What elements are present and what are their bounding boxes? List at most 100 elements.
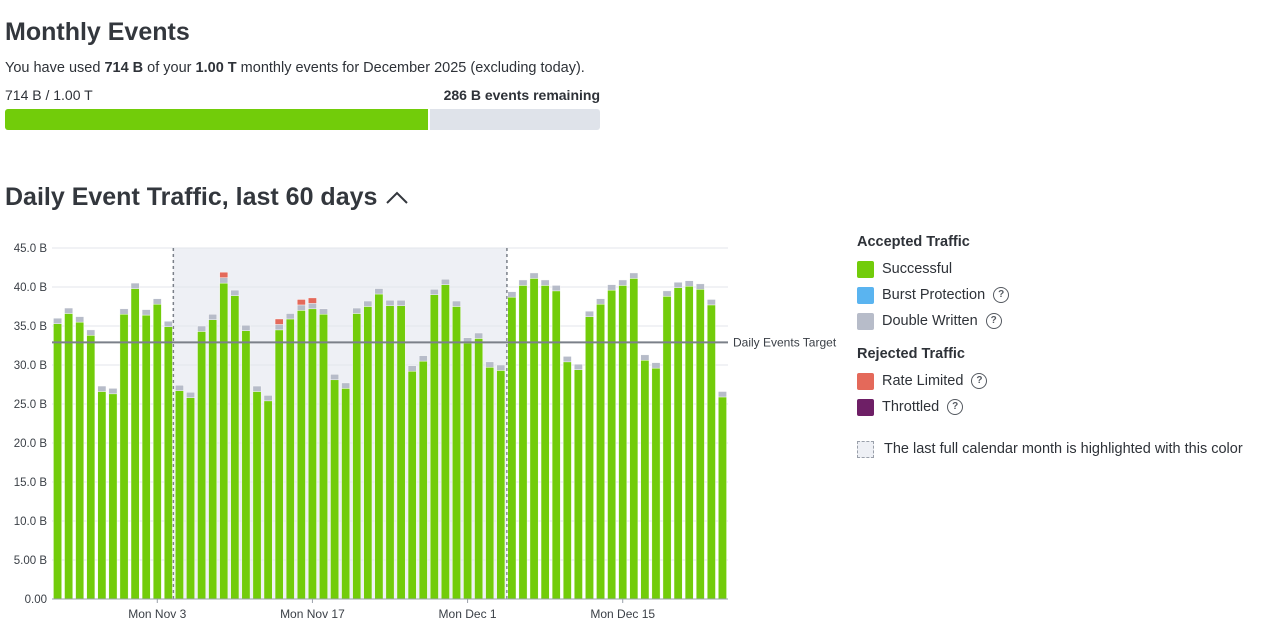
- bar-successful: [452, 306, 461, 600]
- bar-successful: [130, 288, 140, 600]
- y-tick-label: 5.00 B: [14, 555, 48, 567]
- legend-accepted-heading: Accepted Traffic: [857, 234, 970, 250]
- legend-label-rate-limited: Rate Limited: [882, 373, 964, 389]
- legend-item-double-written[interactable]: Double Written ?: [857, 308, 1267, 334]
- bar-successful: [529, 278, 539, 600]
- bar-successful: [485, 367, 495, 600]
- question-circle-icon[interactable]: ?: [971, 373, 988, 389]
- legend-label-burst-protection: Burst Protection: [882, 287, 986, 303]
- monthly-events-title: Monthly Events: [5, 18, 190, 46]
- bar-successful: [308, 308, 317, 600]
- bar-double-written: [430, 289, 439, 296]
- monthly-usage-progress-bar: [5, 109, 600, 130]
- bar-double-written: [496, 364, 506, 371]
- limit-amount: 1.00 T: [195, 60, 237, 76]
- bar-double-written: [230, 289, 240, 296]
- bar-successful: [396, 305, 406, 600]
- bar-double-written: [197, 325, 206, 332]
- bar-successful: [319, 314, 328, 600]
- bar-successful: [463, 342, 472, 600]
- bar-successful: [186, 397, 195, 600]
- bar-successful: [208, 319, 217, 600]
- bar-double-written: [607, 284, 616, 291]
- bar-double-written: [385, 300, 395, 306]
- y-tick-label: 35.0 B: [14, 321, 48, 333]
- bar-successful: [563, 361, 572, 600]
- bar-double-written: [252, 385, 262, 392]
- y-tick-label: 40.0 B: [14, 282, 48, 294]
- bar-rate-limited: [297, 299, 306, 306]
- bar-successful: [496, 370, 506, 600]
- bar-successful: [385, 305, 395, 600]
- question-circle-icon[interactable]: ?: [985, 313, 1002, 329]
- used-amount: 714 B: [104, 60, 144, 76]
- bar-double-written: [418, 355, 428, 362]
- bar-double-written: [263, 395, 273, 402]
- bar-double-written: [208, 314, 217, 320]
- bar-double-written: [529, 272, 539, 279]
- bar-double-written: [130, 282, 140, 289]
- bar-successful: [651, 367, 661, 600]
- bar-double-written: [540, 279, 550, 286]
- bar-successful: [518, 285, 528, 600]
- bar-double-written: [441, 279, 450, 285]
- bar-double-written: [474, 332, 483, 339]
- bar-double-written: [551, 285, 561, 292]
- bar-double-written: [308, 303, 317, 310]
- question-circle-icon[interactable]: ?: [947, 399, 964, 415]
- question-circle-icon[interactable]: ?: [993, 287, 1010, 303]
- bar-double-written: [141, 309, 151, 316]
- bar-double-written: [684, 280, 694, 287]
- swatch-successful: [857, 260, 874, 278]
- bar-successful: [707, 304, 716, 600]
- legend-item-burst-protection[interactable]: Burst Protection ?: [857, 282, 1267, 308]
- legend-item-rate-limited[interactable]: Rate Limited ?: [857, 368, 1267, 394]
- bar-double-written: [651, 362, 661, 369]
- y-tick-label: 15.0 B: [14, 477, 48, 489]
- bar-successful: [164, 326, 173, 600]
- bar-successful: [330, 379, 339, 600]
- chevron-up-icon[interactable]: [385, 186, 409, 210]
- bar-double-written: [640, 354, 650, 361]
- bar-successful: [540, 285, 550, 600]
- y-tick-label: 30.0 B: [14, 360, 48, 372]
- bar-successful: [75, 321, 85, 600]
- bar-successful: [596, 303, 605, 600]
- bar-double-written: [319, 308, 328, 315]
- y-tick-label: 20.0 B: [14, 438, 48, 450]
- daily-traffic-title-text: Daily Event Traffic, last 60 days: [5, 183, 378, 211]
- bar-double-written: [574, 364, 583, 370]
- bar-double-written: [707, 299, 716, 306]
- bar-double-written: [629, 272, 639, 279]
- bar-double-written: [285, 313, 295, 320]
- bar-successful: [574, 369, 583, 600]
- bar-successful: [219, 282, 229, 600]
- usage-text-pre: You have used: [5, 60, 105, 76]
- bar-double-written: [241, 325, 251, 331]
- bar-double-written: [596, 298, 605, 305]
- usage-text-mid: of your: [143, 60, 196, 76]
- legend-item-successful[interactable]: Successful: [857, 256, 1267, 282]
- bar-rate-limited: [274, 318, 284, 325]
- bar-double-written: [507, 291, 517, 298]
- bar-rate-limited: [219, 271, 229, 278]
- bar-double-written: [374, 288, 384, 295]
- bar-successful: [718, 396, 727, 600]
- y-tick-label: 25.0 B: [14, 399, 48, 411]
- bar-double-written: [585, 310, 594, 317]
- bar-successful: [285, 318, 295, 600]
- bar-double-written: [97, 385, 107, 392]
- bar-successful: [695, 289, 705, 600]
- bar-successful: [297, 310, 306, 600]
- legend-label-successful: Successful: [882, 261, 953, 277]
- bar-double-written: [485, 361, 495, 368]
- swatch-rate-limited: [857, 372, 874, 390]
- bar-double-written: [152, 298, 162, 305]
- legend-item-throttled[interactable]: Throttled ?: [857, 394, 1267, 420]
- bar-successful: [119, 314, 129, 600]
- bar-successful: [430, 294, 439, 600]
- x-tick-label: Mon Nov 3: [128, 607, 186, 621]
- y-tick-label: 10.0 B: [14, 516, 48, 528]
- bar-successful: [551, 290, 561, 600]
- bar-successful: [252, 391, 262, 600]
